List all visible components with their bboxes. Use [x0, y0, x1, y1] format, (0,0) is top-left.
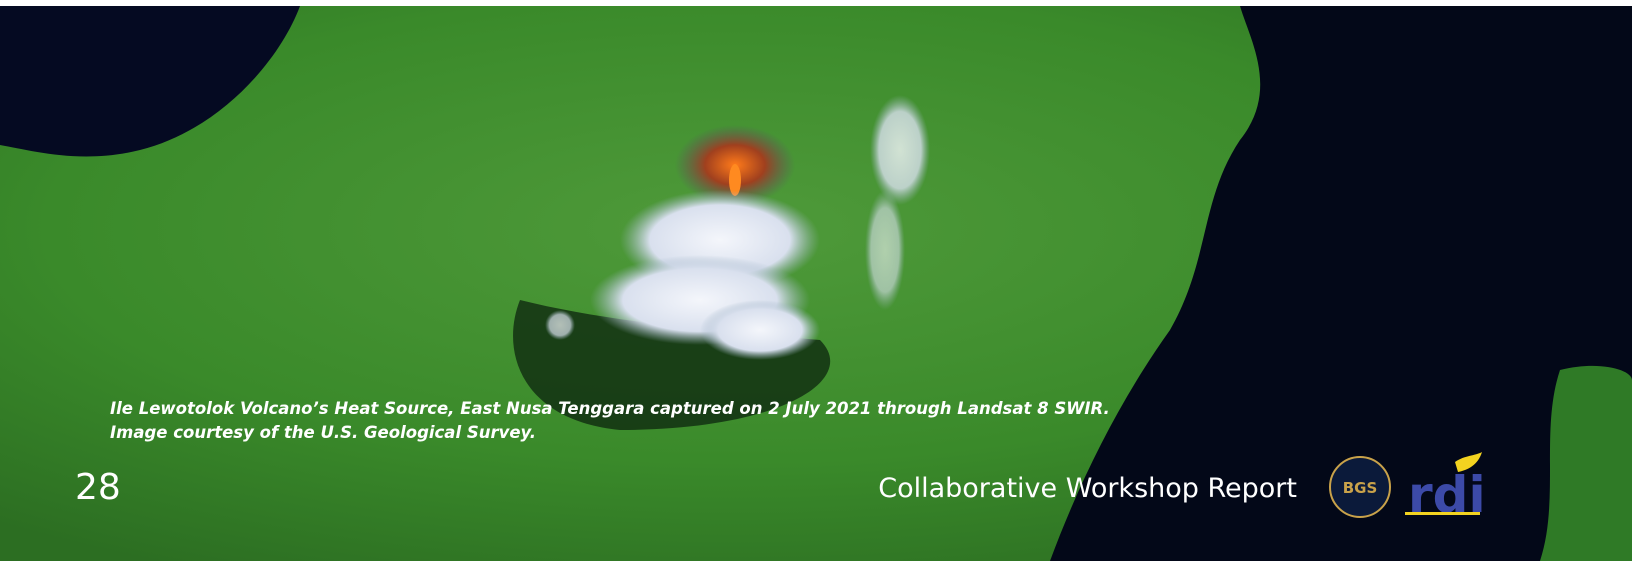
logo-text: rdi [1408, 466, 1486, 524]
logo-text: BGS [1343, 479, 1378, 497]
caption-line: Ile Lewotolok Volcano’s Heat Source, Eas… [110, 399, 1110, 418]
footer-title: Collaborative Workshop Report [878, 473, 1297, 504]
caption-line: Image courtesy of the U.S. Geological Su… [110, 423, 536, 442]
satellite-image [0, 6, 1632, 561]
bgs-logo: BGS [1329, 456, 1391, 518]
rdi-logo: rdi [1405, 452, 1486, 524]
page-number: 28 [75, 467, 121, 508]
